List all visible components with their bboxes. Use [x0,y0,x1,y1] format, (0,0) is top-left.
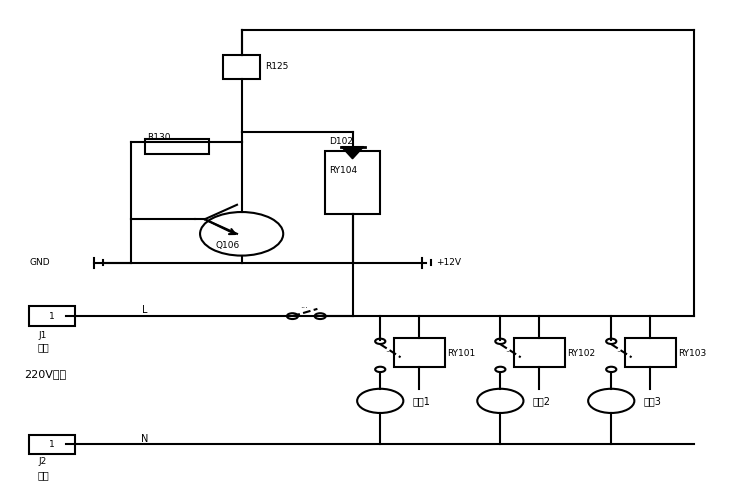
Circle shape [375,367,385,372]
Text: 负载1: 负载1 [413,396,430,406]
Circle shape [495,338,505,344]
Text: N: N [141,433,148,444]
Text: L: L [142,305,148,315]
Circle shape [606,367,617,372]
Polygon shape [341,147,364,159]
Text: Q106: Q106 [216,242,240,250]
Text: RY103: RY103 [677,349,706,358]
Text: J2: J2 [39,457,47,466]
Circle shape [495,367,505,372]
Bar [514,338,565,367]
Bar [145,139,209,154]
Text: 1: 1 [49,312,55,320]
Text: J1: J1 [39,331,47,340]
Text: ...: ... [301,301,309,310]
Circle shape [315,313,326,319]
Bar [325,151,380,214]
Bar [29,435,75,454]
Text: 零线: 零线 [37,470,49,480]
Text: D102: D102 [329,137,353,146]
Text: R125: R125 [265,62,288,71]
Text: R130: R130 [148,133,171,142]
Bar [223,55,260,79]
Text: GND: GND [29,259,50,267]
Circle shape [287,313,298,319]
Circle shape [375,338,385,344]
Text: 220V交流: 220V交流 [24,369,67,379]
Text: ...: ... [385,345,392,354]
Text: +12V: +12V [436,259,461,267]
Text: ...: ... [505,345,512,354]
Bar [394,338,445,367]
Bar [625,338,676,367]
Text: 火线: 火线 [37,343,49,353]
Bar [29,306,75,326]
Text: RY101: RY101 [447,349,475,358]
Text: 负载3: 负载3 [643,396,661,406]
Text: 负载2: 负载2 [533,396,551,406]
Text: RY104: RY104 [329,167,358,175]
Text: RY102: RY102 [567,349,595,358]
Text: ...: ... [616,345,623,354]
Circle shape [606,338,617,344]
Text: 1: 1 [49,440,55,449]
